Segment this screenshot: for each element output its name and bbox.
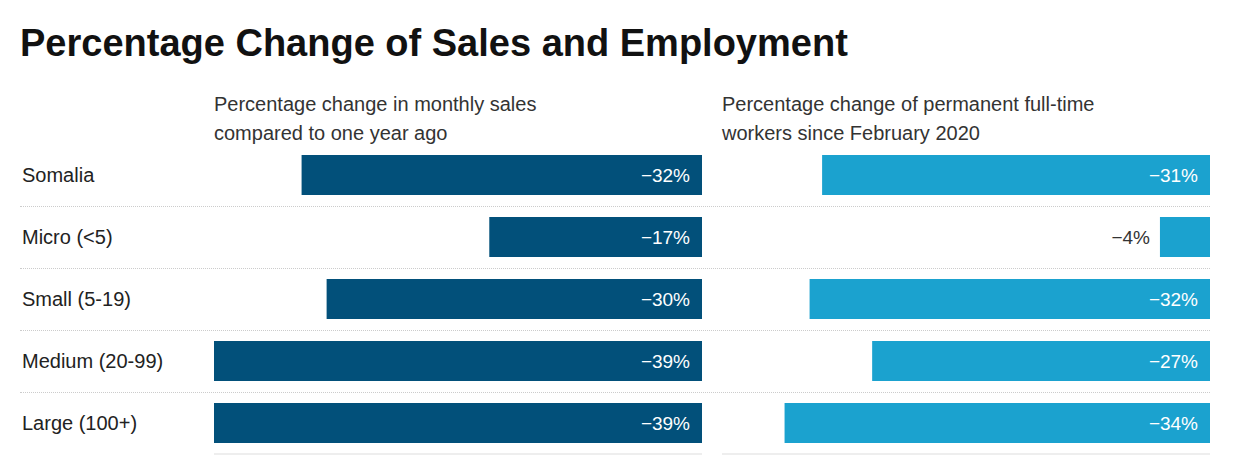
svg-text:−17%: −17%: [641, 227, 690, 248]
svg-text:−27%: −27%: [1149, 351, 1198, 372]
svg-text:−31%: −31%: [1149, 165, 1198, 186]
svg-text:−34%: −34%: [1149, 413, 1198, 434]
svg-text:Medium (20-99): Medium (20-99): [22, 350, 163, 372]
svg-text:−39%: −39%: [641, 351, 690, 372]
html-text:Percentage Change of Sales and: Percentage Change of Sales and Employmen…: [20, 22, 848, 64]
svg-text:Somalia: Somalia: [22, 164, 95, 186]
svg-text:Micro (<5): Micro (<5): [22, 226, 113, 248]
svg-text:−4%: −4%: [1111, 227, 1150, 248]
svg-text:Large (100+): Large (100+): [22, 412, 137, 434]
svg-text:−32%: −32%: [641, 165, 690, 186]
html-text:Percentage change in monthly s: Percentage change in monthly sales compa…: [214, 93, 537, 144]
svg-text:−32%: −32%: [1149, 289, 1198, 310]
html-text:Percentage change of permanent: Percentage change of permanent full-time…: [722, 93, 1095, 144]
svg-text:−39%: −39%: [641, 413, 690, 434]
svg-text:−30%: −30%: [641, 289, 690, 310]
svg-text:Small (5-19): Small (5-19): [22, 288, 131, 310]
